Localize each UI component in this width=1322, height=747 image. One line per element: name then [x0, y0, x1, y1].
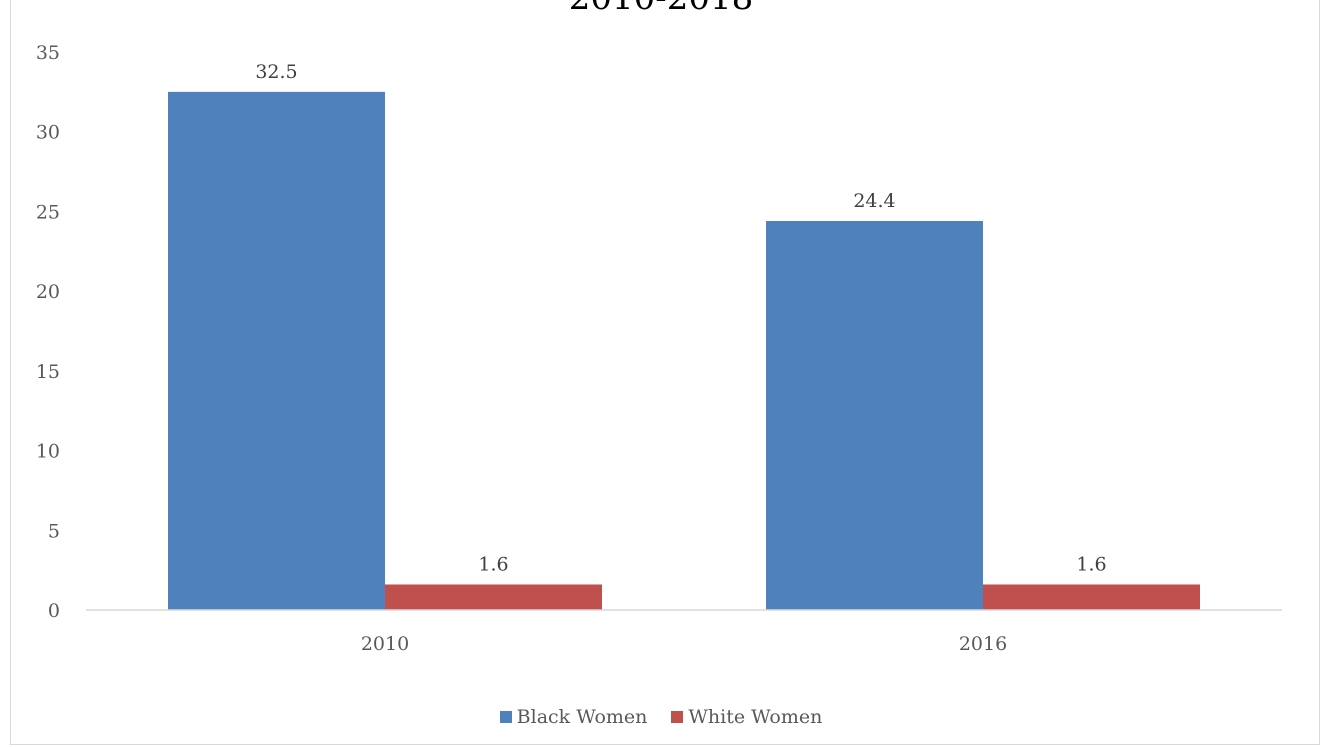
legend-swatch-black-women — [499, 711, 512, 723]
y-tick-label: 5 — [48, 520, 60, 542]
y-tick-label: 20 — [36, 281, 60, 303]
y-tick-label: 35 — [36, 42, 60, 64]
legend-label-black-women: Black Women — [516, 706, 648, 728]
data-label: 32.5 — [255, 61, 297, 83]
y-tick-label: 25 — [36, 201, 60, 223]
legend: Black Women White Women — [0, 706, 1322, 728]
bar — [385, 584, 602, 610]
bar — [168, 91, 385, 611]
chart-title: 2010-2018 — [0, 0, 1322, 18]
legend-item-white-women: White Women — [671, 706, 822, 728]
y-tick-label: 15 — [36, 361, 60, 383]
data-label: 1.6 — [1076, 553, 1106, 575]
y-tick-label: 30 — [36, 122, 60, 144]
legend-item-black-women: Black Women — [499, 706, 648, 728]
y-tick-label: 0 — [48, 600, 60, 622]
legend-swatch-white-women — [671, 711, 684, 723]
data-label: 1.6 — [478, 553, 508, 575]
data-label: 24.4 — [853, 190, 895, 212]
bar — [766, 220, 983, 610]
chart-border — [10, 0, 1320, 745]
bar — [983, 584, 1200, 610]
y-tick-label: 10 — [36, 441, 60, 463]
x-tick-label: 2010 — [361, 633, 409, 655]
x-tick-label: 2016 — [959, 633, 1007, 655]
legend-label-white-women: White Women — [688, 706, 823, 728]
